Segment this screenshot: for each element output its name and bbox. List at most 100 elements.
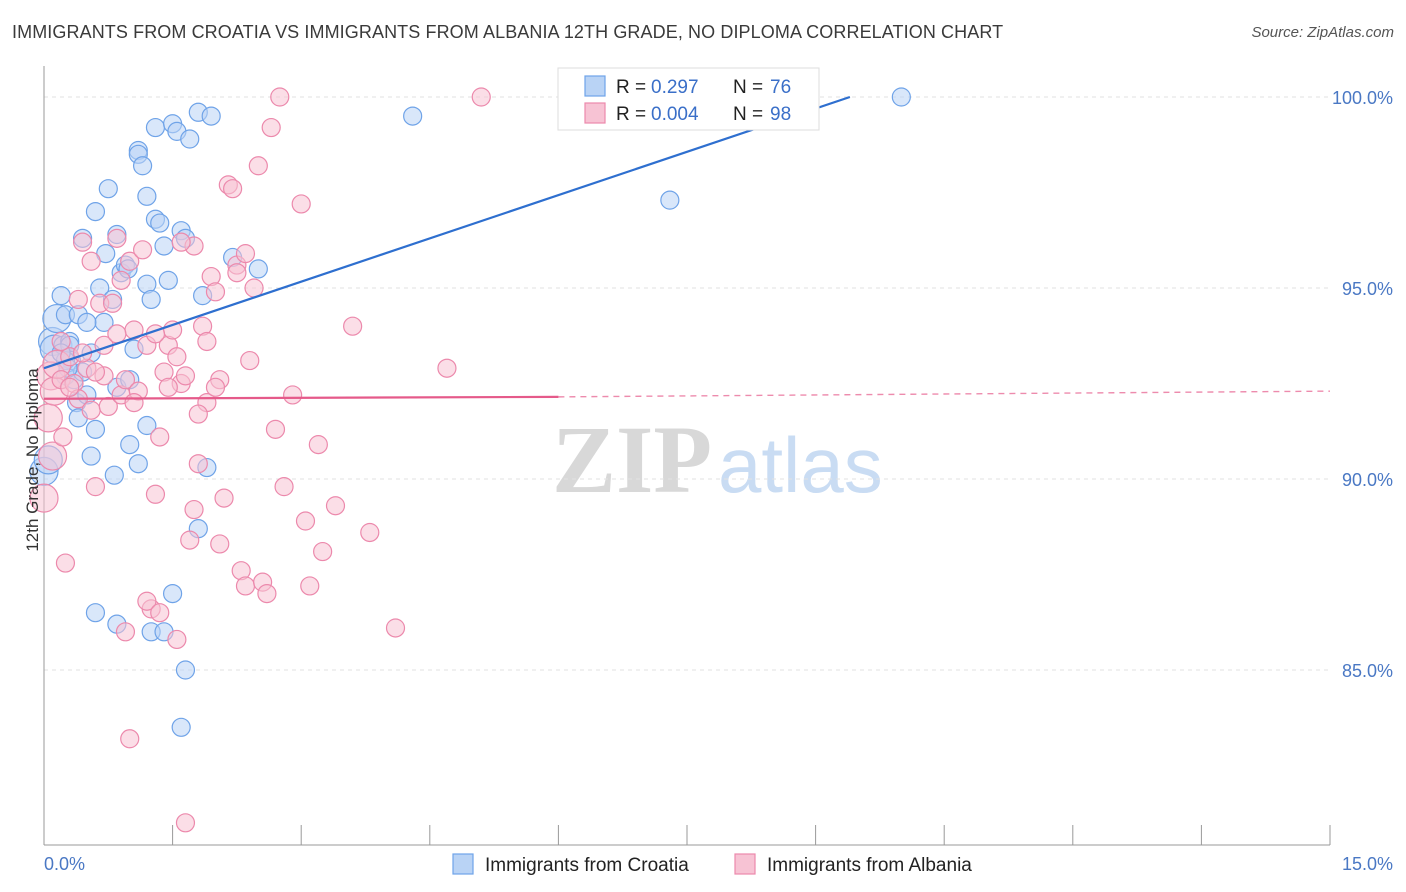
albania-point bbox=[37, 441, 68, 471]
bottom-legend-swatch bbox=[452, 853, 474, 875]
legend-r-label: R = bbox=[616, 77, 646, 98]
albania-point bbox=[124, 393, 144, 413]
croatia-point bbox=[171, 717, 191, 737]
croatia-point bbox=[154, 236, 174, 256]
croatia-point bbox=[175, 660, 196, 680]
legend-n-label: N = bbox=[733, 104, 763, 125]
croatia-point bbox=[403, 106, 423, 126]
albania-point bbox=[214, 488, 234, 508]
albania-point bbox=[471, 87, 491, 107]
bottom-legend: Immigrants from Croatia Immigrants from A… bbox=[452, 853, 972, 876]
albania-point bbox=[150, 603, 170, 623]
croatia-point bbox=[85, 419, 106, 439]
albania-point bbox=[175, 366, 196, 386]
croatia-point bbox=[98, 179, 118, 199]
croatia-point bbox=[201, 106, 221, 126]
albania-trend-line bbox=[43, 395, 559, 400]
y-tick-label: 95.0% bbox=[1342, 279, 1393, 299]
croatia-point bbox=[132, 156, 153, 176]
albania-point bbox=[227, 263, 247, 283]
y-tick-label: 85.0% bbox=[1342, 661, 1393, 681]
albania-point bbox=[300, 576, 320, 596]
albania-point bbox=[283, 385, 303, 405]
albania-point bbox=[115, 622, 136, 642]
watermark-atlas: atlas bbox=[718, 421, 883, 509]
albania-point bbox=[29, 483, 59, 513]
albania-point bbox=[184, 499, 204, 520]
albania-point bbox=[145, 484, 166, 504]
croatia-point bbox=[891, 87, 911, 107]
albania-point bbox=[115, 370, 136, 390]
croatia-point bbox=[51, 286, 71, 306]
albania-point bbox=[81, 400, 101, 420]
albania-point bbox=[270, 87, 290, 107]
albania-point bbox=[257, 583, 277, 604]
croatia-point bbox=[77, 312, 97, 332]
albania-point bbox=[137, 591, 157, 611]
albania-point bbox=[248, 156, 268, 176]
albania-point bbox=[60, 377, 80, 397]
albania-point bbox=[205, 282, 226, 302]
croatia-point bbox=[137, 186, 157, 206]
albania-point bbox=[265, 419, 286, 439]
croatia-point bbox=[163, 583, 183, 604]
albania-point bbox=[111, 270, 131, 290]
croatia-point bbox=[128, 454, 148, 474]
y-tick-label: 90.0% bbox=[1342, 470, 1393, 490]
x-tick-label-max: 15.0% bbox=[1342, 854, 1393, 874]
legend-r-value: 0.297 bbox=[651, 77, 699, 98]
albania-point bbox=[240, 350, 260, 371]
tick-labels: 100.0% 95.0% 90.0% 85.0% 0.0% 15.0% bbox=[44, 88, 1393, 874]
watermark: ZIP atlas bbox=[552, 406, 883, 513]
albania-point bbox=[167, 347, 187, 367]
albania-point bbox=[107, 228, 127, 248]
chart-title: IMMIGRANTS FROM CROATIA VS IMMIGRANTS FR… bbox=[12, 22, 1004, 42]
data-points bbox=[29, 87, 911, 833]
albania-trend-line-extension bbox=[558, 390, 1331, 398]
albania-point bbox=[291, 194, 311, 214]
croatia-point bbox=[145, 117, 166, 138]
x-tick-label-min: 0.0% bbox=[44, 854, 85, 874]
albania-point bbox=[180, 530, 200, 550]
legend-r-value: 0.004 bbox=[651, 104, 699, 125]
albania-point bbox=[235, 576, 256, 596]
albania-point bbox=[53, 427, 73, 447]
albania-point bbox=[98, 396, 118, 417]
croatia-trend-line bbox=[43, 95, 851, 370]
albania-point bbox=[68, 289, 88, 310]
albania-point bbox=[385, 618, 406, 638]
croatia-point bbox=[248, 259, 268, 279]
albania-point bbox=[72, 232, 93, 252]
albania-point bbox=[102, 293, 123, 313]
croatia-point bbox=[150, 213, 170, 233]
albania-point bbox=[313, 541, 333, 562]
y-tick-label: 100.0% bbox=[1332, 88, 1393, 108]
albania-point bbox=[132, 240, 153, 260]
albania-point bbox=[261, 117, 281, 138]
albania-point bbox=[188, 454, 208, 474]
albania-point bbox=[55, 553, 76, 573]
croatia-point bbox=[85, 603, 106, 623]
source-credit: Source: ZipAtlas.com bbox=[1251, 24, 1394, 41]
albania-point bbox=[167, 629, 187, 650]
albania-point bbox=[197, 331, 217, 352]
albania-point bbox=[120, 729, 140, 749]
albania-point bbox=[295, 511, 316, 531]
legend-swatch bbox=[584, 75, 606, 97]
croatia-point bbox=[104, 465, 124, 485]
croatia-point bbox=[141, 289, 161, 310]
albania-point bbox=[205, 377, 226, 397]
albania-point bbox=[274, 477, 294, 497]
croatia-point bbox=[137, 415, 157, 436]
albania-point bbox=[85, 477, 106, 497]
albania-point bbox=[175, 813, 196, 833]
legend-n-value: 98 bbox=[770, 104, 791, 125]
croatia-point bbox=[158, 270, 178, 290]
albania-point bbox=[235, 244, 256, 264]
croatia-point bbox=[120, 435, 140, 455]
bottom-legend-swatch bbox=[734, 853, 756, 875]
albania-point bbox=[158, 377, 178, 397]
bottom-legend-label: Immigrants from Albania bbox=[767, 855, 972, 876]
legend-n-value: 76 bbox=[770, 77, 791, 98]
